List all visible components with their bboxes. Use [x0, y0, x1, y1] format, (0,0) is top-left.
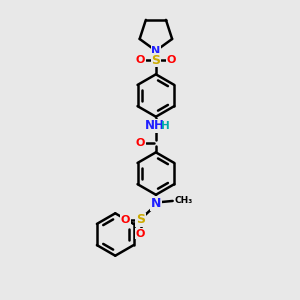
Text: O: O: [136, 138, 145, 148]
Text: O: O: [167, 55, 176, 65]
Text: CH₃: CH₃: [174, 196, 192, 205]
Text: NH: NH: [145, 119, 164, 132]
Text: S: S: [152, 54, 160, 67]
Text: N: N: [151, 46, 160, 56]
Text: O: O: [121, 215, 130, 225]
Text: N: N: [151, 197, 161, 210]
Text: S: S: [136, 213, 145, 226]
Text: H: H: [160, 121, 169, 131]
Text: O: O: [136, 229, 145, 239]
Text: O: O: [136, 55, 145, 65]
